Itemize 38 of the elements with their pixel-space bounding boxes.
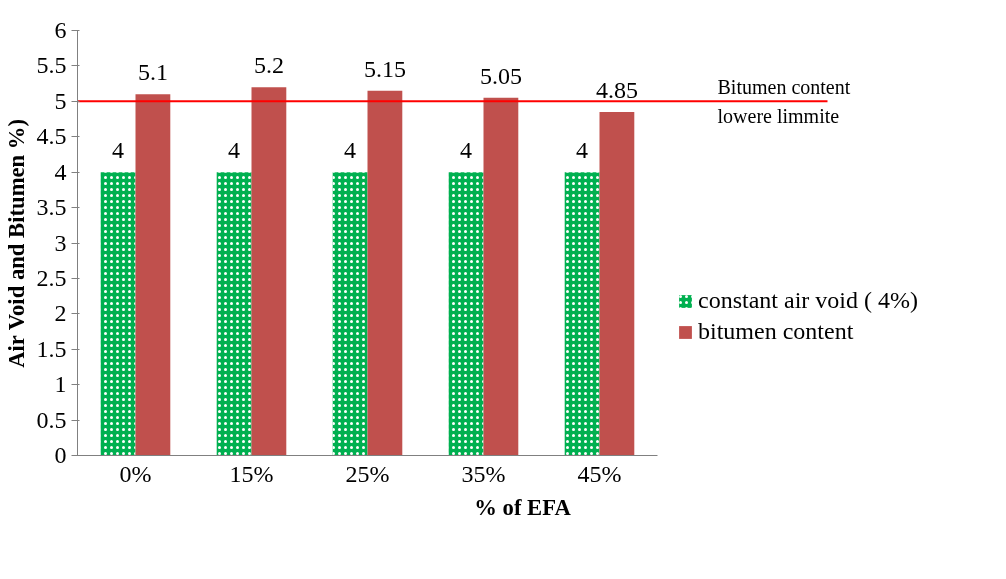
data-label: 5.05 [479, 62, 522, 89]
ref-line-label: Bitumen content lowere limmite [717, 76, 851, 127]
y-tick-label: 0 [54, 442, 67, 468]
x-axis-title: % of EFA [474, 494, 572, 520]
legend-label: constant air void ( 4%) [698, 287, 918, 314]
y-tick-label: 6 [54, 17, 67, 43]
bar [483, 97, 519, 456]
x-tick-label: 25% [345, 460, 390, 487]
y-tick-label: 1.5 [36, 335, 67, 362]
x-tick-label: 0% [119, 460, 152, 487]
y-tick-label: 0.5 [36, 406, 67, 433]
x-tick-label: 35% [461, 460, 506, 487]
bar [367, 90, 403, 456]
y-axis-title: Air Void and Bitumen %) [3, 118, 29, 368]
x-tick-label: 45% [577, 460, 622, 487]
y-tick-label: 2 [54, 300, 67, 327]
bar [251, 87, 287, 456]
data-label: 4 [576, 137, 589, 164]
data-label: 4 [112, 137, 125, 164]
x-tick-label: 15% [229, 460, 274, 487]
data-label: 4 [460, 137, 473, 164]
y-tick-label: 4 [54, 158, 67, 185]
data-label: 5.1 [137, 59, 168, 86]
bar [135, 94, 171, 456]
data-label: 4 [228, 137, 241, 164]
data-label: 4 [344, 137, 357, 164]
y-tick-label: 3.5 [36, 194, 67, 221]
data-label: 5.2 [253, 52, 284, 79]
y-tick-label: 2.5 [36, 264, 67, 291]
bar [599, 111, 635, 456]
data-label: 5.15 [363, 55, 406, 82]
y-tick-label: 5 [54, 87, 67, 114]
legend-label: bitumen content [698, 318, 854, 345]
y-tick-label: 3 [54, 229, 67, 256]
y-tick-label: 4.5 [36, 123, 67, 150]
data-label: 4.85 [595, 76, 638, 103]
y-tick-label: 1 [54, 371, 67, 398]
y-tick-label: 5.5 [36, 52, 67, 79]
